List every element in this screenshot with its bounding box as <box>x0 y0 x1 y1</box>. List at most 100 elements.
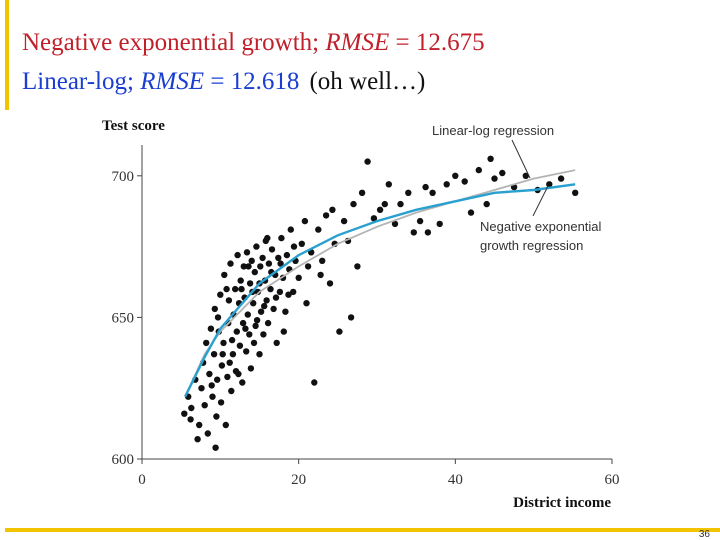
data-point <box>220 339 227 347</box>
data-point <box>235 370 242 378</box>
data-point <box>277 260 284 267</box>
data-point <box>319 257 326 264</box>
y-axis-title: Test score <box>102 118 165 134</box>
data-point <box>273 339 280 347</box>
annotation-linear-log-leader <box>511 139 531 179</box>
data-point <box>194 436 201 443</box>
data-point <box>317 271 324 279</box>
data-point <box>301 217 309 225</box>
data-point <box>252 322 259 330</box>
data-point <box>257 263 264 270</box>
data-point <box>285 291 292 298</box>
x-tick-label: 0 <box>138 472 146 488</box>
data-point <box>475 166 482 174</box>
data-point <box>246 331 253 338</box>
data-point <box>213 413 220 420</box>
x-tick-label: 40 <box>448 472 463 488</box>
data-point <box>250 339 258 347</box>
data-point <box>251 268 258 276</box>
data-point <box>304 263 312 270</box>
accent-frame-left <box>5 0 9 110</box>
data-point <box>275 254 282 262</box>
data-point <box>221 271 228 279</box>
line1-prefix: Negative exponential growth; <box>22 29 326 56</box>
data-point <box>422 183 429 191</box>
data-point <box>225 297 233 304</box>
data-point <box>212 444 219 451</box>
data-point <box>370 215 378 222</box>
data-point <box>410 229 417 236</box>
data-point <box>322 212 330 219</box>
data-point <box>436 220 443 228</box>
data-point <box>243 249 251 256</box>
data-point <box>315 226 322 233</box>
data-point <box>295 274 302 281</box>
line1-value: = 12.675 <box>389 29 485 56</box>
data-point <box>397 200 404 208</box>
line1-metric: RMSE <box>325 29 390 56</box>
chart-background <box>95 112 615 517</box>
data-point <box>491 175 498 182</box>
data-point <box>264 319 272 327</box>
data-point <box>487 155 494 162</box>
data-point <box>181 410 188 417</box>
annotation-neg-exp-text-1: Negative exponential <box>480 219 602 234</box>
data-point <box>240 263 247 270</box>
data-point <box>227 260 234 267</box>
data-point <box>298 240 305 247</box>
data-point <box>234 251 241 259</box>
data-point <box>214 314 222 321</box>
data-point <box>253 243 260 250</box>
data-point <box>214 376 221 383</box>
data-point <box>326 280 334 287</box>
data-point <box>201 402 208 409</box>
data-point <box>229 351 237 358</box>
data-point <box>254 288 262 296</box>
data-point <box>239 379 246 386</box>
data-point <box>443 181 450 188</box>
data-point <box>329 206 336 213</box>
data-point <box>242 325 249 332</box>
x-axis-title: District income <box>513 495 611 511</box>
data-point <box>198 385 205 392</box>
annotation-neg-exp-leader <box>532 185 549 217</box>
data-point <box>303 300 310 307</box>
data-point <box>260 331 267 338</box>
data-point <box>376 206 384 213</box>
data-point <box>385 181 392 188</box>
data-point <box>405 189 412 196</box>
data-point <box>222 421 229 429</box>
data-point <box>243 348 250 355</box>
annotation-linear-log-text: Linear-log regression <box>432 123 554 138</box>
data-point <box>381 200 388 208</box>
accent-frame-bottom <box>5 528 720 532</box>
data-point <box>364 158 371 165</box>
line2-prefix: Linear-log; <box>22 68 141 95</box>
data-point <box>250 300 257 307</box>
data-point <box>391 220 399 228</box>
data-point <box>217 399 225 406</box>
data-point <box>204 430 211 437</box>
data-point <box>188 404 195 412</box>
data-point <box>265 260 273 267</box>
data-point <box>203 339 210 347</box>
data-point <box>233 328 240 335</box>
data-point <box>256 351 263 358</box>
title-line-linear-log: Linear-log; RMSE = 12.618 (oh well…) <box>22 67 425 97</box>
data-point <box>572 189 579 196</box>
x-tick-label: 60 <box>605 472 620 488</box>
data-point <box>276 288 284 296</box>
data-point <box>283 251 291 259</box>
data-point <box>206 370 213 378</box>
x-tick-label: 20 <box>291 472 306 488</box>
data-point <box>282 308 289 315</box>
data-point <box>187 416 194 423</box>
line2-note: (oh well…) <box>309 68 426 95</box>
points-layer <box>181 155 579 451</box>
data-point <box>208 382 215 389</box>
data-point <box>336 328 343 335</box>
data-point <box>219 351 226 358</box>
data-point <box>267 285 274 293</box>
data-point <box>358 189 366 196</box>
data-point <box>340 217 348 225</box>
